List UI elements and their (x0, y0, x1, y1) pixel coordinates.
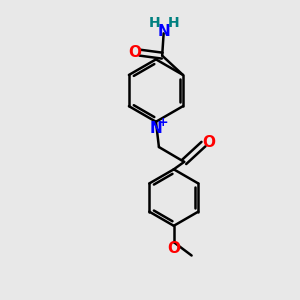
Text: O: O (167, 241, 180, 256)
Text: H: H (148, 16, 160, 30)
Text: H: H (167, 16, 179, 30)
Text: +: + (158, 116, 169, 129)
Text: O: O (128, 45, 141, 60)
Text: N: N (150, 121, 162, 136)
Text: O: O (202, 135, 215, 150)
Text: N: N (157, 24, 170, 39)
